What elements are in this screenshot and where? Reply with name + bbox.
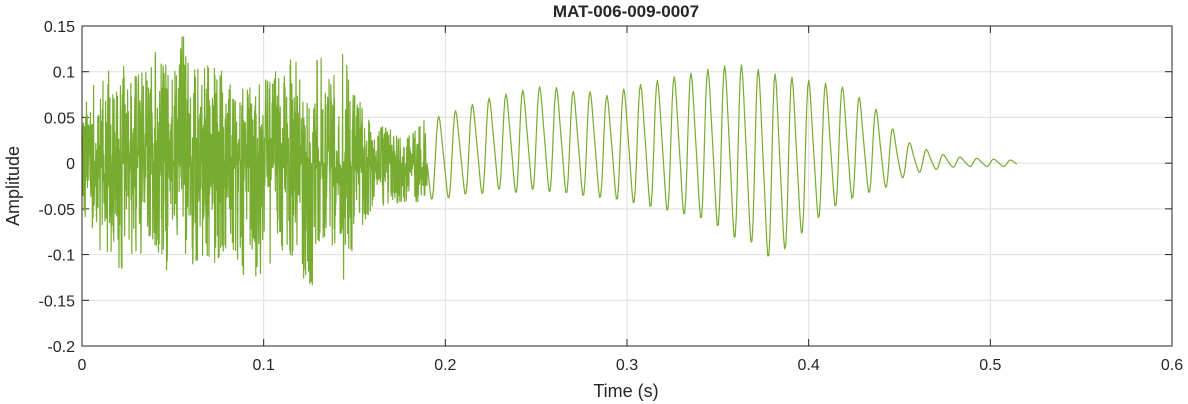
y-tick-label: 0.05 <box>44 110 75 127</box>
y-tick-label: -0.15 <box>39 293 76 310</box>
y-tick-label: 0.1 <box>53 65 75 82</box>
chart-title: MAT-006-009-0007 <box>553 2 699 21</box>
y-tick-label: -0.1 <box>47 248 75 265</box>
y-axis-label: Amplitude <box>3 146 23 226</box>
x-axis-label: Time (s) <box>593 381 658 401</box>
x-tick-label: 0.6 <box>1161 357 1183 374</box>
y-tick-label: 0.15 <box>44 19 75 36</box>
x-tick-label: 0.2 <box>434 357 456 374</box>
x-tick-labels: 0 0.1 0.2 0.3 0.4 0.5 0.6 <box>78 357 1184 374</box>
x-tick-label: 0 <box>78 357 87 374</box>
axes-box <box>81 25 1173 347</box>
x-tick-label: 0.4 <box>798 357 820 374</box>
x-tick-label: 0.1 <box>253 357 275 374</box>
y-tick-label: -0.2 <box>47 339 75 356</box>
series-line <box>81 36 1018 286</box>
y-tick-label: -0.05 <box>39 202 76 219</box>
x-tick-label: 0.3 <box>616 357 638 374</box>
x-tick-label: 0.5 <box>979 357 1001 374</box>
y-tick-label: 0 <box>66 156 75 173</box>
y-tick-labels: -0.2 -0.15 -0.1 -0.05 0 0.05 0.1 0.15 <box>39 19 76 356</box>
